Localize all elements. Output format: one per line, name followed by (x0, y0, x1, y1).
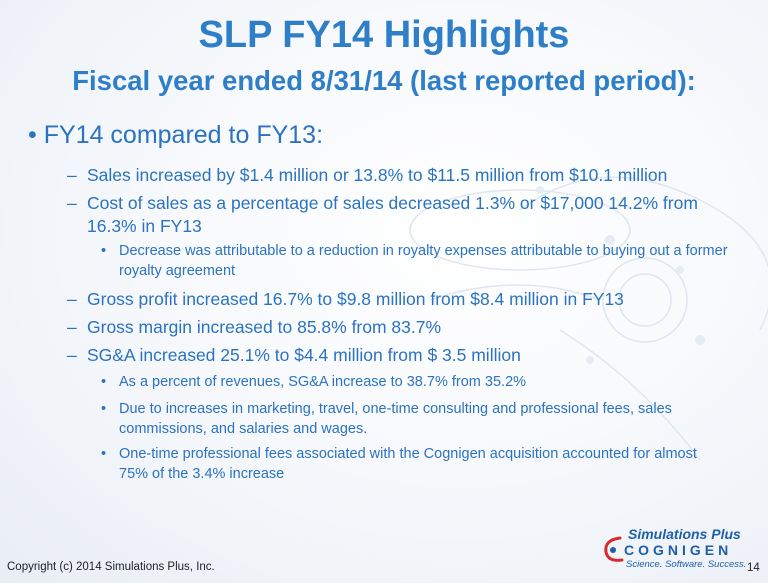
bullet-marker: • (101, 401, 107, 417)
sub-item: – Cost of sales as a percentage of sales… (67, 192, 727, 238)
dash-marker: – (67, 289, 77, 309)
page-number: 14 (747, 562, 760, 574)
simulations-plus-cognigen-logo: Simulations Plus COGNIGEN Science. Softw… (600, 522, 755, 572)
bullet-marker: • (101, 446, 107, 462)
slide-title: SLP FY14 Highlights (198, 14, 570, 56)
slide-subtitle: Fiscal year ended 8/31/14 (last reported… (72, 65, 696, 96)
dash-marker: – (67, 165, 77, 185)
logo-line-1: Simulations Plus (628, 526, 741, 542)
sub-sub-item: • As a percent of revenues, SG&A increas… (101, 372, 749, 392)
bullet-marker: • (101, 243, 107, 259)
sub-sub-item-text: One-time professional fees associated wi… (119, 446, 697, 482)
sub-item-text: Gross profit increased 16.7% to $9.8 mil… (87, 289, 624, 309)
bullet-marker: • (28, 121, 37, 149)
sub-sub-item: • One-time professional fees associated … (101, 444, 729, 484)
copyright-text: Copyright (c) 2014 Simulations Plus, Inc… (7, 561, 215, 573)
dash-marker: – (67, 193, 77, 213)
sub-sub-item: • Decrease was attributable to a reducti… (101, 241, 749, 281)
sub-item: – Gross margin increased to 85.8% from 8… (67, 316, 747, 339)
sub-sub-item-text: Decrease was attributable to a reduction… (119, 243, 728, 279)
main-bullet-text: FY14 compared to FY13: (43, 121, 324, 149)
logo-swirl-icon (604, 536, 624, 562)
dash-marker: – (67, 345, 77, 365)
sub-item-text: SG&A increased 25.1% to $4.4 million fro… (87, 345, 521, 365)
main-bullet: • FY14 compared to FY13: (28, 121, 323, 150)
sub-sub-item-text: Due to increases in marketing, travel, o… (119, 401, 672, 437)
logo-line-2: COGNIGEN (624, 542, 733, 558)
logo-tagline: Science. Software. Success. (626, 559, 747, 570)
sub-item: – Gross profit increased 16.7% to $9.8 m… (67, 288, 747, 311)
sub-item-text: Sales increased by $1.4 million or 13.8%… (87, 165, 668, 185)
dash-marker: – (67, 317, 77, 337)
sub-sub-item: • Due to increases in marketing, travel,… (101, 399, 749, 439)
sub-sub-item-text: As a percent of revenues, SG&A increase … (119, 374, 527, 390)
sub-item-text: Gross margin increased to 85.8% from 83.… (87, 317, 442, 337)
sub-item-text: Cost of sales as a percentage of sales d… (87, 193, 698, 236)
sub-item: – Sales increased by $1.4 million or 13.… (67, 164, 747, 187)
sub-item: – SG&A increased 25.1% to $4.4 million f… (67, 344, 747, 367)
bullet-marker: • (101, 374, 107, 390)
